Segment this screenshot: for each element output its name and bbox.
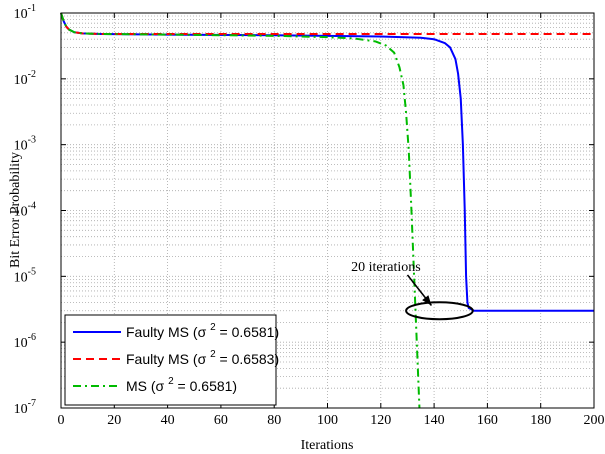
y-tick-label: 10-5 <box>14 266 36 285</box>
x-tick-label: 40 <box>161 413 175 428</box>
x-tick-label: 160 <box>477 413 498 428</box>
legend-label-3: MS (σ 2 = 0.6581) <box>126 376 237 394</box>
x-tick-label: 60 <box>214 413 228 428</box>
y-tick-label: 10-4 <box>14 201 36 220</box>
x-axis-label: Iterations <box>301 438 354 453</box>
x-tick-label: 80 <box>267 413 281 428</box>
y-tick-label: 10-3 <box>14 135 36 154</box>
y-tick-label: 10-2 <box>14 69 36 88</box>
legend: Faulty MS (σ 2 = 0.6581) Faulty MS (σ 2 =… <box>64 314 279 406</box>
ticks-layer: 0 20 40 60 80 100 120 140 160 180 200 10-7 10-6 10-5 1… <box>14 3 605 428</box>
x-tick-label: 140 <box>424 413 445 428</box>
legend-label-2: Faulty MS (σ 2 = 0.6583) <box>126 349 279 367</box>
y-tick-label: 10-1 <box>14 3 36 22</box>
legend-label-1: Faulty MS (σ 2 = 0.6581) <box>126 322 279 340</box>
annotation-text: 20 iterations <box>351 260 421 275</box>
y-tick-label: 10-7 <box>14 398 36 417</box>
x-tick-label: 200 <box>584 413 605 428</box>
annotation-arrow-head <box>422 295 432 306</box>
series-layer <box>60 12 594 409</box>
series-line-3 <box>60 12 421 409</box>
x-tick-label: 120 <box>370 413 391 428</box>
y-axis-label: Bit Error Probability <box>8 152 23 268</box>
annotation-ellipse <box>405 301 474 321</box>
annotation-layer: 20 iterations <box>351 260 474 321</box>
x-tick-label: 20 <box>107 413 121 428</box>
grid <box>61 13 594 408</box>
x-tick-label: 0 <box>58 413 65 428</box>
x-tick-label: 100 <box>317 413 338 428</box>
x-tick-label: 180 <box>530 413 551 428</box>
y-tick-label: 10-6 <box>14 332 36 351</box>
